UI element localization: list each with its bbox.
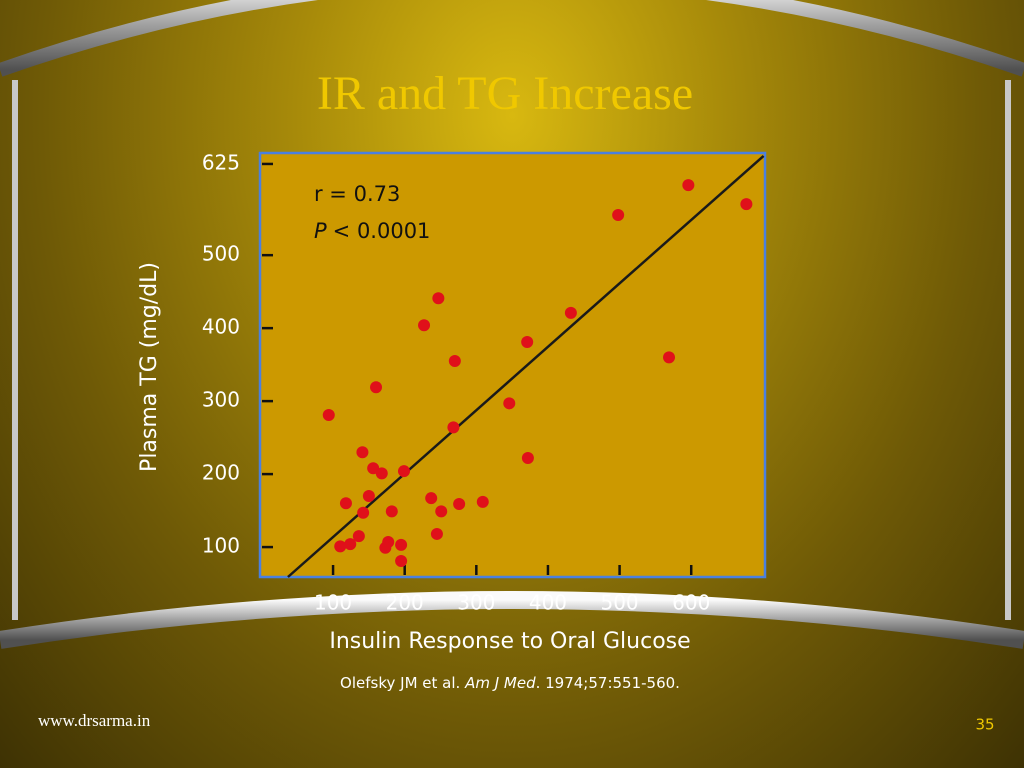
point: [395, 554, 408, 567]
point: [430, 527, 443, 540]
y-tick-label: 400: [202, 315, 240, 339]
x-tick-label: 400: [529, 591, 567, 615]
point: [432, 292, 445, 305]
point: [476, 495, 489, 508]
point: [356, 446, 369, 459]
chart: 100 200 300 400 500 625 100 200 300 400 500 600 r = …: [202, 150, 767, 615]
citation: Olefsky JM et al. Am J Med. 1974;57:551-…: [340, 674, 680, 692]
p-value: < 0.0001: [333, 219, 431, 243]
citation-journal: Am J Med: [464, 674, 536, 692]
y-tick-label: 200: [202, 461, 240, 485]
point: [375, 467, 388, 480]
point: [339, 497, 352, 510]
point: [453, 498, 466, 511]
plot-area: [258, 151, 767, 579]
frame-top: [0, 0, 1024, 77]
point: [362, 489, 375, 502]
frame-bottom: [0, 591, 1024, 649]
citation-authors: Olefsky JM et al.: [340, 674, 465, 692]
x-tick-label: 300: [457, 591, 495, 615]
frame-sides: [12, 80, 1011, 620]
x-axis-label: Insulin Response to Oral Glucose: [329, 629, 690, 654]
page-number: 35: [975, 716, 994, 734]
point: [322, 408, 335, 421]
point: [352, 530, 365, 543]
point: [370, 381, 383, 394]
y-tick-label: 500: [202, 242, 240, 266]
x-tick-label: 500: [600, 591, 638, 615]
x-tick-label: 100: [314, 591, 352, 615]
point: [521, 336, 534, 349]
point: [612, 209, 625, 222]
point: [682, 179, 695, 192]
trend-line: [287, 154, 765, 578]
point: [379, 541, 392, 554]
point: [357, 506, 370, 519]
point: [425, 492, 438, 505]
p-symbol: P: [314, 219, 327, 243]
website: www.drsarma.in: [38, 711, 151, 730]
annotation-r: r = 0.73: [314, 182, 400, 206]
point: [564, 306, 577, 319]
y-axis-label: Plasma TG (mg/dL): [137, 262, 162, 472]
point: [447, 421, 460, 434]
x-tick-label: 200: [386, 591, 424, 615]
point: [663, 351, 676, 364]
citation-details: . 1974;57:551-560.: [536, 674, 680, 692]
slide-title: IR and TG Increase: [317, 67, 693, 120]
point: [334, 540, 347, 553]
y-tick-label: 300: [202, 388, 240, 412]
point: [397, 465, 410, 478]
point: [418, 319, 431, 332]
point: [448, 354, 461, 367]
point: [435, 505, 448, 518]
point: [521, 452, 534, 465]
x-tick-label: 600: [672, 591, 710, 615]
y-tick-label: 100: [202, 534, 240, 558]
point: [395, 538, 408, 551]
point: [740, 198, 753, 211]
annotation-p: P < 0.0001: [314, 219, 430, 243]
y-tick-label: 625: [202, 150, 240, 174]
point: [385, 505, 398, 518]
point: [344, 538, 357, 551]
point: [503, 397, 516, 410]
